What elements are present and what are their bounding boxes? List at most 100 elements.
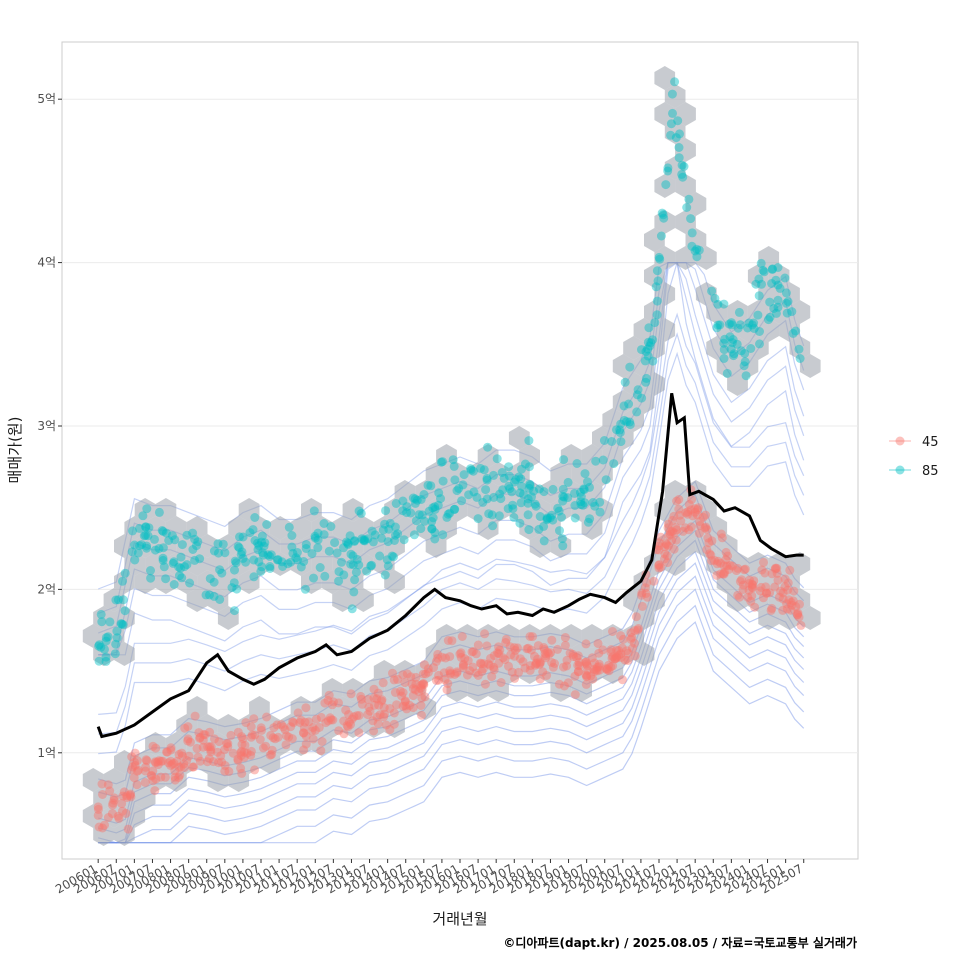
data-point-85 [736,346,746,356]
hexbin-cell [415,696,437,720]
data-point-45 [214,737,224,747]
data-point-45 [273,732,283,742]
data-point-85 [342,537,351,547]
hexbin-cell [228,516,250,540]
data-point-45 [246,732,256,742]
data-point-85 [367,560,377,570]
data-point-45 [791,602,801,612]
contour-line [98,621,805,844]
data-point-85 [509,512,519,522]
data-point-85 [679,162,689,171]
data-point-45 [604,660,614,670]
data-point-85 [478,497,488,507]
hexbin-cell [301,570,322,594]
data-point-45 [705,549,715,559]
data-point-85 [675,129,684,139]
data-point-45 [146,770,156,780]
data-point-85 [417,510,427,520]
hexbin-cell [727,588,748,612]
data-point-45 [637,588,647,598]
hexbin-cell [145,768,166,792]
data-point-85 [438,530,448,540]
data-point-85 [590,501,600,511]
data-point-45 [153,760,163,770]
hexbin-cell [768,264,790,288]
data-point-85 [508,500,518,510]
data-point-45 [590,658,599,668]
data-point-45 [486,653,495,663]
data-point-85 [346,559,356,569]
hexbin-cell [592,462,613,486]
hexbin-cell [664,552,686,576]
data-point-85 [180,562,189,572]
data-point-45 [634,624,643,633]
data-point-45 [692,510,702,520]
data-point-85 [402,508,412,518]
data-point-45 [339,729,349,739]
data-point-85 [757,279,766,289]
data-point-85 [142,541,152,551]
hexbin-cell [540,480,561,504]
data-point-45 [147,771,157,781]
data-point-45 [286,722,296,732]
data-point-45 [162,747,172,757]
data-point-85 [360,536,370,546]
hexbin-cell [217,606,239,630]
data-point-45 [408,691,418,701]
data-point-85 [670,77,680,87]
data-point-45 [276,720,286,729]
hexbin-cell [415,516,437,540]
hexbin-cell [290,552,312,576]
data-point-85 [254,541,264,551]
data-point-45 [311,714,321,724]
data-point-85 [579,485,589,495]
data-point-85 [231,558,241,568]
data-point-45 [100,820,109,830]
data-point-85 [313,543,323,553]
data-point-45 [582,665,592,675]
data-point-45 [747,591,757,601]
data-point-85 [190,534,200,544]
data-point-45 [554,679,564,689]
data-point-45 [153,757,163,767]
data-point-85 [205,590,214,600]
data-point-45 [117,799,127,809]
data-point-45 [133,765,143,775]
data-point-45 [473,640,483,650]
data-point-85 [443,509,453,519]
data-point-85 [492,454,502,464]
data-point-45 [195,732,205,742]
data-point-85 [535,512,545,521]
data-point-85 [366,561,376,571]
data-point-85 [349,536,359,546]
data-point-85 [430,534,440,544]
data-point-45 [381,720,391,730]
data-point-85 [450,504,460,514]
y-tick-label: 2억 [37,582,56,596]
hexbin-cell [342,678,364,702]
hexbin-cell [560,444,582,468]
data-point-45 [108,800,118,810]
hexbin-cell [789,300,811,324]
data-point-85 [713,299,723,309]
hexbin-cell [353,516,374,540]
data-point-45 [690,507,700,517]
data-point-45 [301,739,311,749]
data-point-85 [643,344,653,354]
data-point-85 [612,425,621,435]
hexbin-cell [644,372,665,396]
hexbin-cell [519,444,540,468]
data-point-45 [239,747,249,757]
hexbin-cell [592,642,613,666]
hexbin-cell [394,660,416,684]
data-point-85 [419,490,429,499]
data-point-85 [272,555,282,565]
data-point-85 [253,545,263,555]
data-point-45 [443,679,453,689]
data-point-45 [132,766,142,776]
data-point-85 [277,557,287,567]
data-point-85 [158,555,168,565]
hexbin-cell [373,660,395,684]
data-point-85 [616,419,626,429]
hexbin-cell [664,480,686,504]
